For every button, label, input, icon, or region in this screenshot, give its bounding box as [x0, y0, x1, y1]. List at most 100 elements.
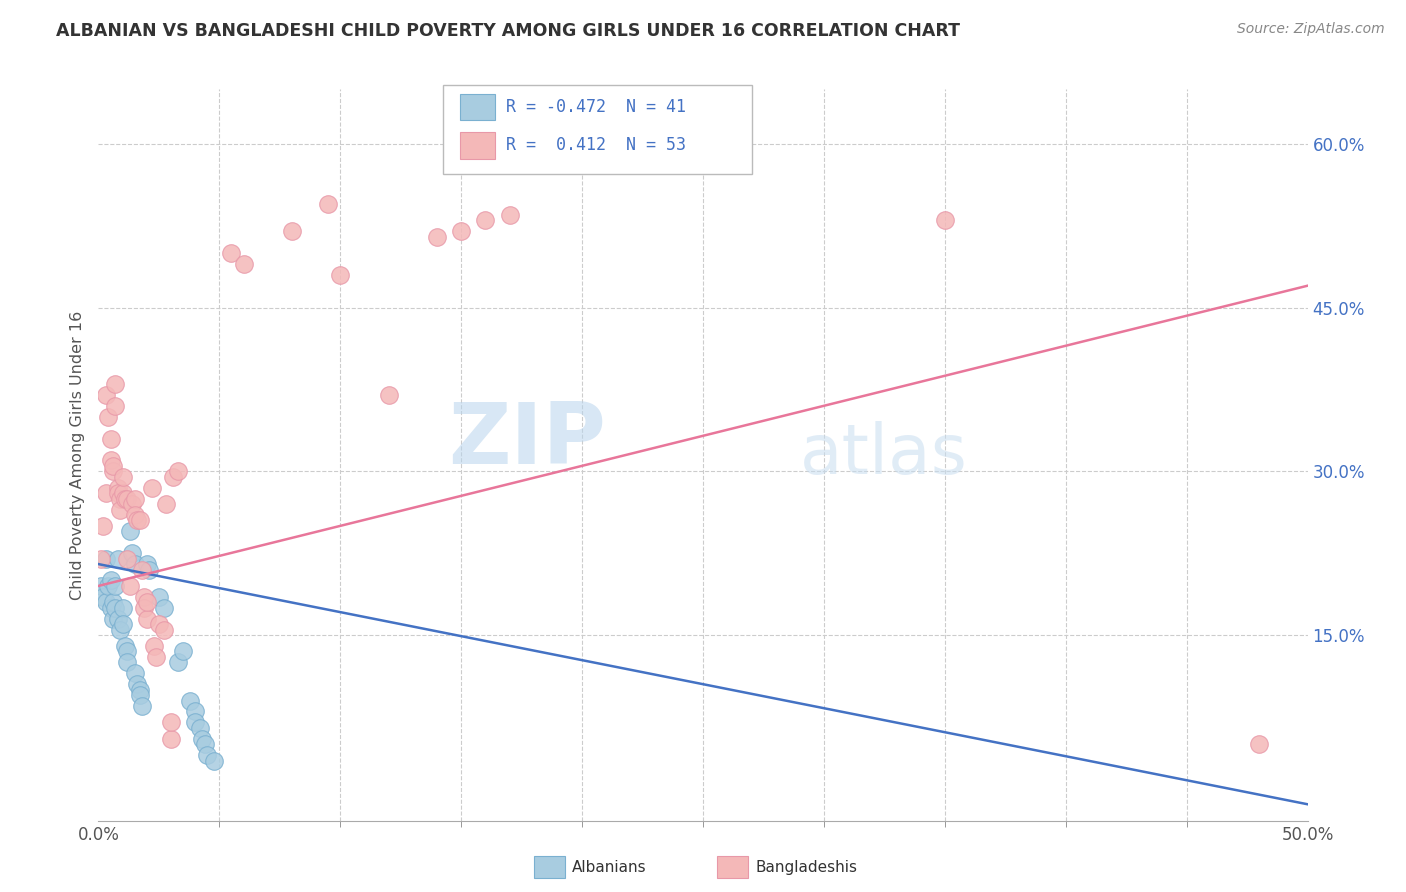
Point [91, 590, 114, 604]
Point [100, 600, 122, 615]
Point [124, 508, 146, 522]
Point [108, 502, 131, 516]
Point [474, 213, 496, 227]
Point [194, 737, 217, 751]
Point [232, 257, 254, 271]
Point [104, 579, 127, 593]
Point [172, 644, 194, 658]
Point [97, 409, 120, 424]
Point [100, 432, 122, 446]
Point [134, 600, 156, 615]
Point [100, 453, 122, 467]
Point [121, 546, 143, 560]
Point [117, 644, 139, 658]
Point [128, 688, 150, 702]
Point [108, 623, 131, 637]
Point [143, 639, 166, 653]
Point [117, 551, 139, 566]
Point [131, 698, 153, 713]
Point [148, 617, 170, 632]
Point [145, 649, 167, 664]
Point [100, 574, 122, 588]
Point [107, 481, 129, 495]
Point [104, 376, 127, 391]
Point [90, 579, 112, 593]
Point [152, 623, 174, 637]
Point [152, 600, 174, 615]
Point [108, 491, 131, 506]
Point [934, 213, 956, 227]
Point [121, 497, 143, 511]
Point [221, 246, 243, 260]
Point [155, 497, 177, 511]
Point [118, 524, 141, 539]
Point [498, 208, 520, 222]
Point [107, 612, 129, 626]
Text: Bangladeshis: Bangladeshis [755, 860, 858, 874]
Point [377, 388, 399, 402]
Text: Albanians: Albanians [572, 860, 647, 874]
Point [94, 486, 117, 500]
Point [160, 731, 183, 746]
Point [104, 600, 127, 615]
Point [184, 715, 207, 730]
Point [316, 197, 339, 211]
Text: ALBANIAN VS BANGLADESHI CHILD POVERTY AMONG GIRLS UNDER 16 CORRELATION CHART: ALBANIAN VS BANGLADESHI CHILD POVERTY AM… [56, 22, 960, 40]
Point [204, 754, 226, 768]
Point [148, 590, 170, 604]
Point [101, 458, 124, 473]
Text: atlas: atlas [800, 421, 967, 489]
Point [281, 224, 304, 238]
Point [104, 399, 127, 413]
Point [111, 600, 134, 615]
Y-axis label: Child Poverty Among Girls Under 16: Child Poverty Among Girls Under 16 [69, 310, 84, 599]
Text: R = -0.472  N = 41: R = -0.472 N = 41 [506, 98, 686, 116]
Point [124, 557, 146, 571]
Point [117, 491, 139, 506]
Point [134, 590, 156, 604]
Point [450, 224, 472, 238]
Point [90, 551, 112, 566]
Point [191, 731, 214, 746]
Point [167, 464, 190, 478]
Point [101, 464, 124, 478]
Text: Source: ZipAtlas.com: Source: ZipAtlas.com [1237, 22, 1385, 37]
Text: R =  0.412  N = 53: R = 0.412 N = 53 [506, 136, 686, 154]
Point [131, 563, 153, 577]
Point [1249, 737, 1271, 751]
Point [114, 639, 136, 653]
Point [167, 656, 190, 670]
Point [91, 519, 114, 533]
Point [114, 491, 136, 506]
Point [135, 612, 157, 626]
Point [111, 469, 134, 483]
Point [135, 557, 157, 571]
Point [128, 682, 150, 697]
Point [188, 721, 211, 735]
Point [107, 486, 129, 500]
Point [118, 579, 141, 593]
Point [195, 748, 218, 763]
Point [97, 579, 120, 593]
Point [107, 551, 129, 566]
Point [101, 595, 124, 609]
Point [329, 268, 352, 282]
Point [127, 513, 149, 527]
Point [117, 656, 139, 670]
Point [111, 486, 134, 500]
Point [160, 715, 183, 730]
Point [124, 666, 146, 681]
Point [111, 617, 134, 632]
Point [138, 563, 160, 577]
Point [179, 693, 201, 707]
Point [426, 229, 449, 244]
Point [94, 595, 117, 609]
Point [184, 705, 207, 719]
Point [94, 551, 117, 566]
Point [127, 677, 149, 691]
Point [141, 481, 163, 495]
Point [162, 469, 184, 483]
Point [94, 388, 117, 402]
Point [124, 491, 146, 506]
Point [135, 595, 157, 609]
